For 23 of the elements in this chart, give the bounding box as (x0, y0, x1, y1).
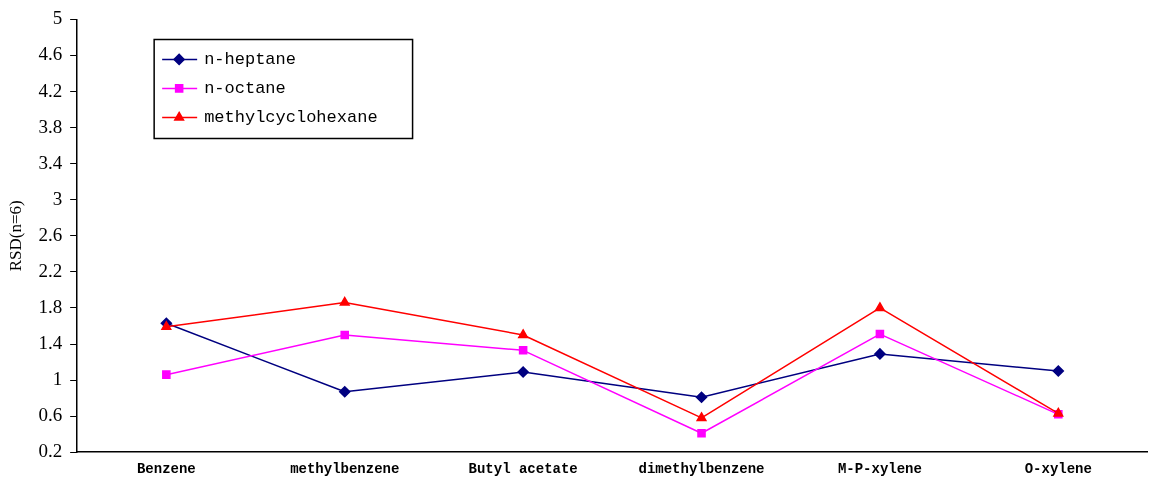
y-tick-label: 1.8 (38, 295, 63, 317)
y-tick-label: 2.6 (38, 223, 63, 245)
y-tick-label: 4.6 (38, 43, 63, 65)
y-tick-label: 0.2 (38, 440, 63, 462)
y-tick-label: 3.4 (38, 151, 63, 173)
y-tick-label: 2.2 (38, 259, 63, 281)
y-tick-label: 1 (52, 368, 63, 390)
y-axis-title: RSD(n=6) (5, 200, 25, 272)
x-tick-label: M-P-xylene (837, 461, 922, 478)
x-tick-label: dimethylbenzene (638, 461, 765, 478)
legend-label: n-octane (204, 78, 286, 98)
y-tick-label: 3 (52, 187, 63, 209)
x-tick-label: methylbenzene (290, 461, 400, 478)
y-tick-label: 4.2 (38, 79, 63, 101)
y-tick-label: 3.8 (38, 115, 63, 137)
y-tick-label: 0.6 (38, 404, 63, 426)
y-tick-label: 5 (52, 7, 63, 29)
legend-label: methylcyclohexane (204, 107, 378, 127)
x-tick-label: O-xylene (1024, 461, 1092, 478)
y-tick-label: 1.4 (38, 331, 63, 353)
x-tick-label: Butyl acetate (468, 461, 578, 478)
x-tick-label: Benzene (136, 461, 196, 478)
legend-label: n-heptane (204, 49, 296, 69)
